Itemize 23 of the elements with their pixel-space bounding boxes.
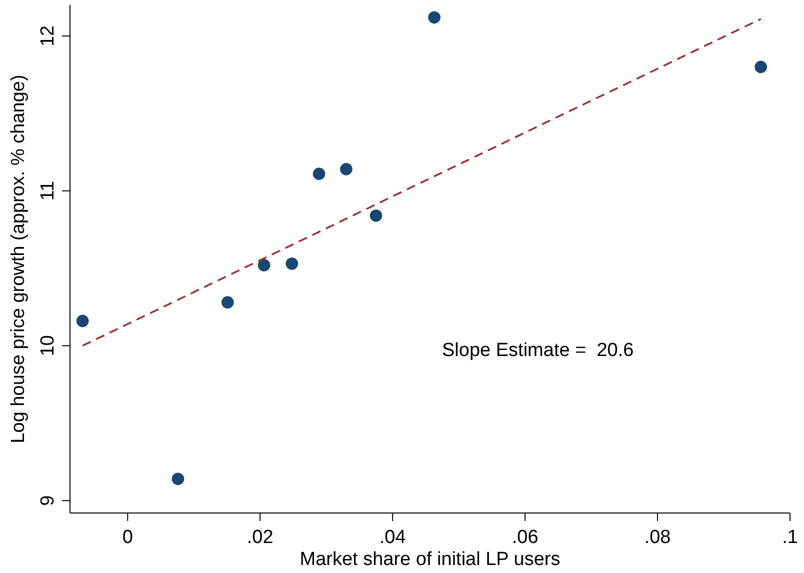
point	[428, 11, 440, 24]
point	[312, 168, 326, 180]
x-tick-label: .08	[644, 527, 671, 548]
x-tick-label: .06	[512, 527, 538, 548]
point	[340, 163, 352, 176]
point	[286, 257, 298, 270]
x-tick-label: .04	[379, 527, 406, 548]
x-tick-label: .1	[782, 527, 798, 548]
point	[172, 472, 184, 486]
point	[76, 314, 89, 328]
point	[754, 60, 768, 74]
x-tick-label: .02	[246, 527, 274, 548]
point	[258, 259, 270, 272]
x-axis-title: Market share of initial LP users	[300, 549, 560, 570]
y-tick-label: 11	[37, 180, 58, 201]
point	[221, 296, 234, 309]
annotation: Slope Estimate = 20.6	[442, 340, 634, 361]
y-tick-label: 12	[37, 25, 58, 47]
y-tick-label: 10	[37, 335, 58, 356]
y-axis-title: Log house price growth (approx. % change)	[8, 74, 29, 444]
x-tick-label: 0	[122, 527, 133, 548]
y-tick-label: 9	[37, 495, 58, 506]
point	[370, 209, 382, 222]
